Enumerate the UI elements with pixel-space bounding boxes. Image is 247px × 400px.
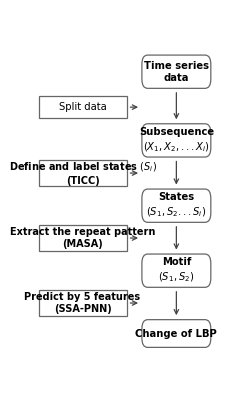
Text: Motif
$(S_1, S_2)$: Motif $(S_1, S_2)$ <box>158 258 194 284</box>
FancyBboxPatch shape <box>142 124 211 157</box>
Text: Split data: Split data <box>59 102 106 112</box>
FancyBboxPatch shape <box>39 226 126 251</box>
FancyBboxPatch shape <box>142 189 211 222</box>
FancyBboxPatch shape <box>142 254 211 287</box>
FancyBboxPatch shape <box>39 96 126 118</box>
Text: Predict by 5 features
(SSA-PNN): Predict by 5 features (SSA-PNN) <box>24 292 141 314</box>
FancyBboxPatch shape <box>142 320 211 347</box>
Text: Define and label states $(S_i)$
(TICC): Define and label states $(S_i)$ (TICC) <box>9 160 157 186</box>
Text: Change of LBP: Change of LBP <box>136 328 217 338</box>
Text: States
$(S_1, S_2...S_i)$: States $(S_1, S_2...S_i)$ <box>146 192 206 219</box>
FancyBboxPatch shape <box>39 290 126 316</box>
Text: Subsequence
$(X_1, X_2,...X_i)$: Subsequence $(X_1, X_2,...X_i)$ <box>139 127 214 154</box>
Text: Extract the repeat pattern
(MASA): Extract the repeat pattern (MASA) <box>10 227 155 249</box>
FancyBboxPatch shape <box>142 55 211 88</box>
FancyBboxPatch shape <box>39 160 126 186</box>
Text: Time series
data: Time series data <box>144 60 209 83</box>
